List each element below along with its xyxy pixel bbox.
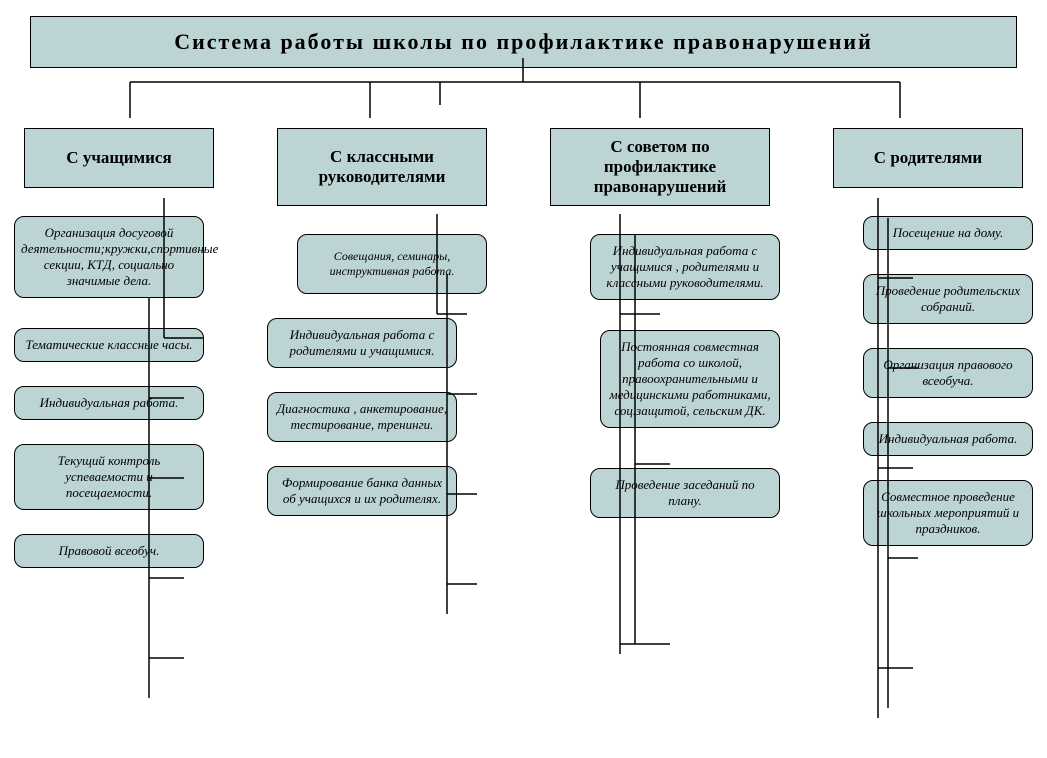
column-teachers: С классными руководителями Совещания, се…	[267, 128, 497, 592]
diagram-title: Система работы школы по профилактике пра…	[30, 16, 1017, 68]
col-header-council: С советом по профилактике правонарушений	[550, 128, 770, 206]
column-students: С учащимися Организация досуговой деятел…	[14, 128, 224, 592]
col4-lines	[823, 198, 1033, 758]
column-council: С советом по профилактике правонарушений…	[540, 128, 780, 592]
columns-container: С учащимися Организация досуговой деятел…	[10, 128, 1037, 592]
col-header-students: С учащимися	[24, 128, 214, 188]
column-parents: С родителями Посещение на дому. Проведен…	[823, 128, 1033, 592]
col-header-teachers: С классными руководителями	[277, 128, 487, 206]
col2-lines	[267, 214, 497, 694]
col1-lines	[14, 198, 224, 718]
col3-lines	[540, 214, 780, 714]
col-header-parents: С родителями	[833, 128, 1023, 188]
